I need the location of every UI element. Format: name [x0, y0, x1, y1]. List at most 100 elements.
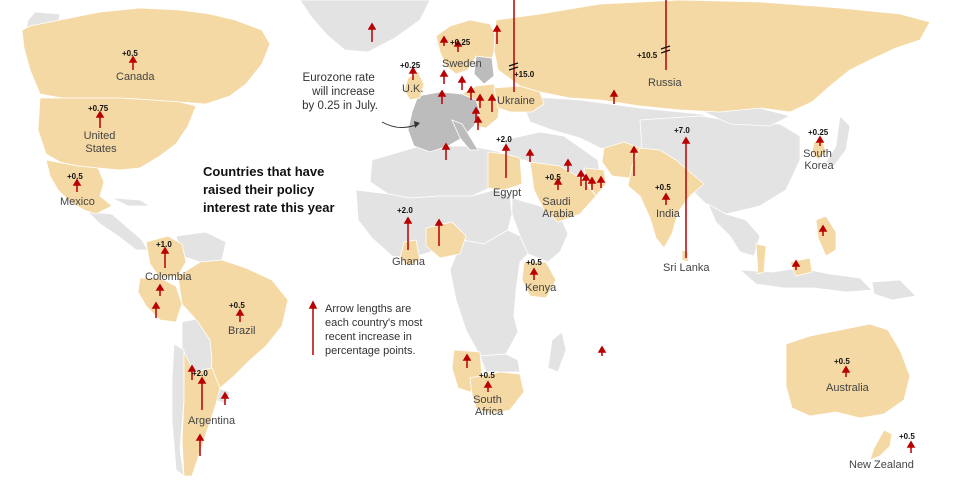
label-mexico: Mexico	[60, 196, 95, 208]
arrow-poland	[457, 75, 467, 90]
map-title: Countries that have raised their policy …	[203, 164, 335, 215]
label-south-korea-line2: Korea	[804, 160, 834, 172]
arrow-norway	[439, 35, 449, 46]
label-india: India	[656, 208, 681, 220]
arrow-oman	[596, 175, 606, 188]
arrow-mauritius	[597, 345, 607, 356]
label-saudi-arabia: Saudi Arabia	[542, 196, 575, 220]
value-label-ukraine: +15.0	[514, 70, 535, 79]
arrow-malaysia	[791, 259, 801, 270]
label-south-africa-line1: South	[473, 394, 502, 406]
arrow-peru-2	[155, 283, 165, 296]
arrow-chile	[195, 433, 205, 456]
label-egypt: Egypt	[493, 187, 521, 199]
peru-shape	[137, 277, 183, 323]
label-argentina: Argentina	[188, 415, 236, 427]
arrow-united-states	[95, 110, 105, 128]
eurozone-note-line2: will increase	[311, 86, 375, 98]
value-label-canada: +0.5	[122, 49, 138, 58]
arrow-kenya	[529, 267, 539, 280]
legend-line2: each country's most	[325, 317, 422, 329]
country-labels: Canada United States Mexico Colombia Bra…	[60, 58, 914, 471]
rate-arrows	[72, 0, 916, 456]
value-label-kenya: +0.5	[526, 258, 542, 267]
egypt-shape	[487, 151, 523, 191]
value-labels: +0.5 +0.75 +0.5 +1.0 +0.5 +2.0 +0.25 +0.…	[67, 38, 915, 441]
russia-break-mark	[660, 45, 671, 54]
arrow-australia	[841, 365, 851, 377]
label-south-africa: South Africa	[473, 394, 505, 418]
arrow-philippines	[818, 224, 828, 236]
arrow-new-zealand	[906, 440, 916, 453]
value-label-uk: +0.25	[400, 61, 421, 70]
brazil-shape	[177, 259, 289, 389]
japan-shape	[825, 115, 851, 167]
north-africa-shape	[369, 145, 501, 199]
arrow-sri-lanka	[681, 136, 691, 258]
nigeria-shape	[425, 221, 467, 259]
sri-lanka-shape	[681, 249, 689, 263]
southeast-asia-shape	[707, 203, 761, 257]
map-title-line2: raised their policy	[203, 182, 315, 197]
arrow-uruguay	[220, 391, 230, 405]
eurozone-region	[407, 55, 495, 153]
value-label-united-states: +0.75	[88, 104, 109, 113]
arrow-south-korea	[815, 135, 825, 146]
value-label-colombia: +1.0	[156, 240, 172, 249]
label-united-states: United States	[84, 130, 119, 155]
value-label-egypt: +2.0	[496, 135, 512, 144]
central-africa-shape	[449, 229, 529, 357]
value-label-russia: +10.5	[637, 51, 658, 60]
ukraine-break-mark	[508, 62, 519, 71]
arrow-break-marks	[508, 45, 671, 71]
arrow-balkans	[473, 115, 483, 130]
arrow-paraguay	[187, 364, 197, 380]
legend-line4: percentage points.	[325, 345, 416, 357]
label-south-korea: South Korea	[803, 148, 835, 172]
map-title-line3: interest rate this year	[203, 200, 335, 215]
land-raised	[21, 0, 931, 477]
colombia-shape	[145, 235, 187, 279]
arrow-uk	[408, 66, 418, 80]
arrow-romania	[487, 93, 497, 112]
value-label-australia: +0.5	[834, 357, 850, 366]
arrow-hungary	[475, 93, 485, 108]
italy-shape	[451, 119, 479, 151]
arrow-india	[661, 192, 671, 205]
arrow-denmark	[439, 69, 449, 84]
cuba-shape	[111, 197, 152, 207]
canada-shape	[21, 7, 271, 105]
russia-shape	[493, 0, 931, 113]
label-united-states-line2: States	[85, 143, 117, 155]
arrow-south-africa	[483, 380, 493, 392]
greenland-shape	[299, 0, 431, 53]
label-russia: Russia	[648, 77, 683, 89]
madagascar-shape	[547, 331, 567, 373]
legend-line3: recent increase in	[325, 331, 412, 343]
arrow-baltic	[492, 24, 502, 44]
arrow-czech	[466, 85, 476, 100]
arrow-tunisia	[441, 142, 451, 160]
arrow-kuwait	[576, 169, 586, 186]
arrow-ghana	[403, 216, 413, 250]
kenya-shape	[521, 261, 557, 299]
arrow-moldova	[437, 89, 447, 104]
uk-shape	[403, 71, 425, 101]
label-ghana: Ghana	[392, 256, 426, 268]
label-brazil: Brazil	[228, 325, 256, 337]
label-new-zealand: New Zealand	[849, 459, 914, 471]
label-ukraine: Ukraine	[497, 95, 535, 107]
arrow-pakistan	[629, 145, 639, 176]
legend-line1: Arrow lengths are	[325, 303, 411, 315]
arrow-peru	[151, 301, 161, 318]
arrow-nigeria	[434, 218, 444, 246]
arrow-russia-west	[609, 89, 619, 104]
label-south-africa-line2: Africa	[475, 406, 504, 418]
arrow-argentina	[197, 376, 207, 410]
arrow-israel	[525, 148, 535, 162]
legend: Arrow lengths are each country's most re…	[308, 300, 422, 357]
label-saudi-arabia-line1: Saudi	[542, 196, 570, 208]
value-label-new-zealand: +0.5	[899, 432, 915, 441]
central-america-shape	[86, 211, 149, 251]
eurozone-pointer-arrowhead	[414, 121, 420, 128]
